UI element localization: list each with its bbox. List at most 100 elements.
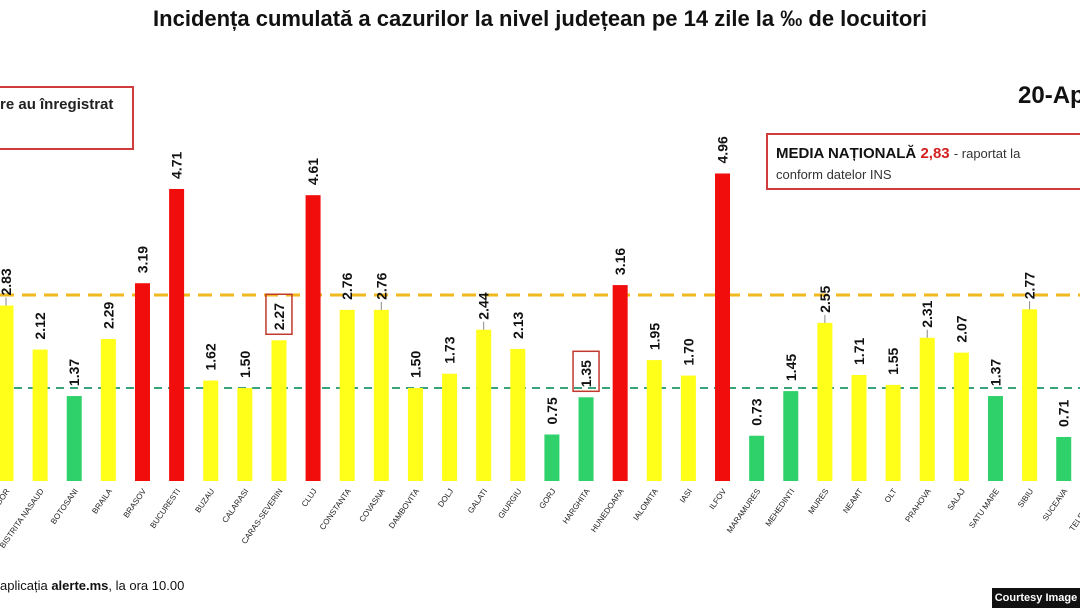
value-label: 2.27 (271, 303, 287, 330)
value-label: 2.55 (817, 285, 833, 312)
bar (680, 375, 696, 481)
category-label: MURES (807, 487, 831, 516)
category-label: CLUJ (300, 487, 319, 509)
category-label: BUZAU (193, 487, 216, 515)
category-label: IASI (678, 487, 694, 505)
bar (715, 173, 731, 482)
value-label: 2.12 (32, 312, 48, 339)
bar (1056, 436, 1072, 481)
highlight-boxes (265, 293, 600, 393)
value-label: 3.19 (134, 246, 150, 273)
category-label: SUCEAVA (1041, 486, 1070, 522)
source-prefix: aplicația (0, 578, 52, 593)
value-label: 2.13 (510, 311, 526, 338)
value-label: 2.76 (373, 272, 389, 299)
value-label: 3.16 (612, 248, 628, 275)
bar (578, 397, 594, 481)
bar (544, 434, 560, 481)
national-average-box: MEDIA NAȚIONALĂ 2,83 - raportat la confo… (766, 133, 1080, 190)
bar (407, 388, 423, 481)
value-label: 2.76 (339, 272, 355, 299)
category-label: GORJ (537, 487, 557, 510)
value-label: 1.73 (442, 336, 458, 363)
bar (749, 435, 765, 481)
national-average-value: 2,83 (920, 145, 950, 162)
value-label: 4.96 (715, 136, 731, 163)
highlight-box (572, 350, 600, 393)
category-label: SIBIU (1016, 487, 1035, 509)
value-labels: 2.83 2.12 1.37 2.29 3.19 4.71 1.62 1.50 2.27 4.61… (0, 136, 1072, 427)
category-label: BOR (0, 487, 12, 507)
value-label: 1.50 (237, 351, 253, 378)
category-label: BUCURESTI (148, 487, 182, 530)
value-label: 2.44 (476, 292, 492, 319)
value-label: 4.61 (305, 158, 321, 185)
category-label: MEHEDINTI (764, 487, 797, 528)
bar (203, 380, 219, 481)
category-label: NEAMT (841, 487, 864, 515)
bar (271, 340, 287, 481)
value-label: 1.55 (885, 347, 901, 374)
bar (612, 285, 628, 481)
value-label: 1.62 (203, 343, 219, 370)
bar (885, 384, 901, 481)
bars (0, 173, 1072, 482)
national-average-suffix: - raportat la (953, 146, 1021, 161)
category-label: HARGHITA (561, 486, 592, 525)
bar (919, 337, 935, 481)
category-label: SALAJ (946, 487, 967, 512)
value-label: 2.07 (953, 315, 969, 342)
category-label: DOLJ (436, 487, 455, 509)
bar (0, 305, 14, 481)
national-average-label: MEDIA NAȚIONALĂ (776, 145, 917, 162)
category-label: CALARASI (220, 487, 250, 525)
value-label: 4.71 (169, 152, 185, 179)
bar (237, 388, 253, 481)
source-app-name: alerte.ms (51, 578, 109, 593)
national-average-line: MEDIA NAȚIONALĂ 2,83 - raportat la (776, 145, 1020, 162)
chart-title: Incidența cumulată a cazurilor la nivel … (153, 6, 927, 31)
value-label: 1.35 (578, 360, 594, 387)
national-average-note: conform datelor INS (776, 167, 892, 182)
reference-lines (0, 293, 1080, 389)
bar (134, 283, 150, 481)
image-credit: Courtesy Image (992, 588, 1080, 608)
value-label: 0.71 (1056, 400, 1072, 427)
category-label: TELEORMAN (1068, 487, 1080, 533)
date-label: 20-Ap (1018, 82, 1080, 109)
bar (817, 322, 833, 481)
category-label: GIURGIU (496, 487, 523, 520)
category-label: BRAILA (90, 486, 114, 515)
value-label: 1.45 (783, 354, 799, 381)
legend-text: re au înregistrat (0, 96, 114, 113)
value-label: 1.50 (407, 351, 423, 378)
category-label: CONSTANTA (318, 486, 353, 531)
value-label: 1.95 (646, 323, 662, 350)
category-label: IALOMITA (631, 486, 660, 522)
bar (646, 360, 662, 481)
value-label: 0.75 (544, 397, 560, 424)
source-suffix: , la ora 10.00 (108, 578, 185, 593)
legend-box: re au înregistrat (0, 86, 134, 150)
bar (32, 349, 48, 481)
value-label: 2.31 (919, 300, 935, 327)
value-label: 2.29 (100, 302, 116, 329)
value-label: 1.37 (66, 359, 82, 386)
highlight-box (265, 293, 293, 336)
leader-lines (5, 297, 1031, 338)
category-label: OLT (883, 487, 899, 505)
bar (510, 348, 526, 481)
category-label: BOTOSANI (49, 487, 80, 526)
bar (169, 188, 185, 482)
source-note: aplicația alerte.ms, la ora 10.00 (0, 578, 184, 593)
category-label: HUNEDOARA (589, 486, 626, 534)
value-label: 1.37 (987, 359, 1003, 386)
bar (339, 309, 355, 481)
bar (987, 396, 1003, 481)
value-label: 2.83 (0, 268, 14, 295)
value-label: 2.77 (1022, 272, 1038, 299)
category-label: GALATI (466, 487, 489, 515)
category-label: BRASOV (122, 486, 149, 519)
bar (100, 339, 116, 481)
